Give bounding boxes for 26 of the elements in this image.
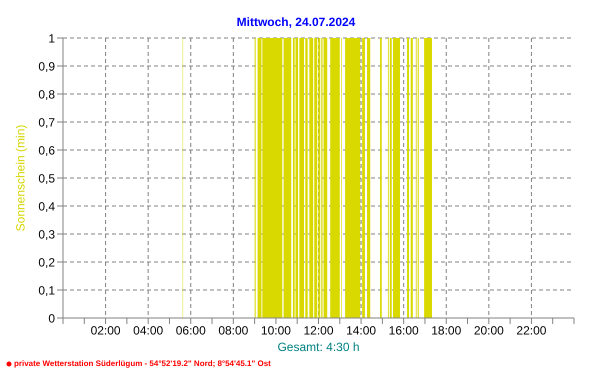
y-axis-title: Sonnenschein (min)	[13, 124, 28, 232]
chart-title: Mittwoch, 24.07.2024	[236, 15, 356, 29]
x-tick-label: 10:00	[260, 324, 292, 338]
x-tick-label: 02:00	[90, 324, 121, 338]
y-tick-label: 0,2	[38, 255, 56, 270]
x-tick-label: 16:00	[388, 324, 420, 338]
y-tick-label: 0,9	[38, 59, 56, 74]
y-tick-label: 0,3	[38, 227, 56, 242]
x-tick-label: 06:00	[176, 324, 206, 338]
y-tick-label: 0,7	[38, 115, 56, 130]
y-tick-label: 1	[48, 31, 56, 46]
text: private Wetterstation Süderlügum - 54°52'19.2" Nord; 8°54'45.1" Ost	[14, 359, 271, 368]
y-tick-label: 0,1	[38, 283, 56, 298]
x-tick-label: 18:00	[431, 324, 462, 338]
x-tick-label: 22:00	[516, 324, 547, 338]
x-axis-title: Gesamt: 4:30 h	[276, 340, 361, 354]
y-tick-label: 0,4	[38, 199, 56, 214]
x-tick-label: 04:00	[133, 324, 164, 338]
y-tick-label: 0	[48, 311, 56, 326]
x-tick-label: 12:00	[303, 324, 334, 338]
y-tick-label: 0,6	[38, 143, 56, 158]
x-tick-label: 20:00	[474, 324, 504, 338]
x-tick-label: 14:00	[346, 324, 376, 338]
x-tick-label: 08:00	[218, 324, 249, 338]
y-tick-label: 0,8	[38, 87, 56, 102]
y-tick-label: 0,5	[38, 171, 56, 186]
